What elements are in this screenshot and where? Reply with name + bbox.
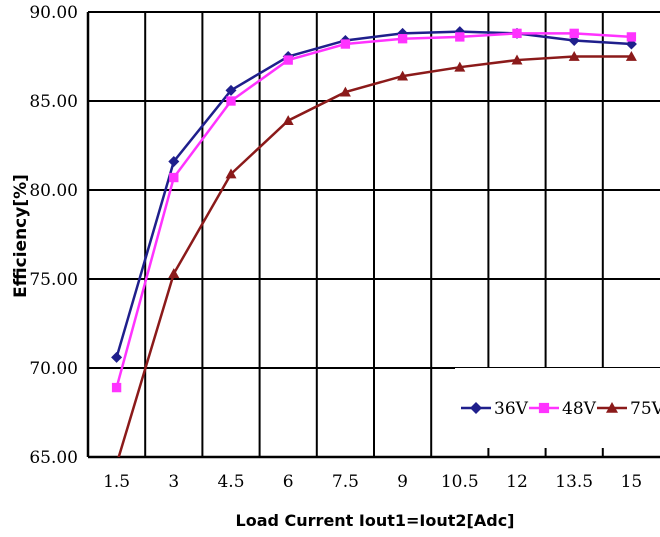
series-line xyxy=(117,55,632,457)
y-tick-label: 70.00 xyxy=(29,359,78,379)
data-point xyxy=(454,26,466,38)
data-point xyxy=(625,51,637,61)
series-line xyxy=(115,32,632,388)
x-axis-label: Load Current Iout1=Iout2[Adc] xyxy=(236,511,515,530)
data-point xyxy=(169,172,179,183)
x-tick-label: 15 xyxy=(621,472,643,492)
data-point xyxy=(568,51,580,61)
x-tick-label: 12 xyxy=(506,472,528,492)
y-tick-label: 65.00 xyxy=(29,448,78,468)
y-axis-label: Efficiency[%] xyxy=(11,174,31,298)
data-point xyxy=(282,115,294,125)
data-point xyxy=(339,86,351,97)
data-point xyxy=(168,156,180,168)
legend-label: 36V xyxy=(494,399,529,419)
data-point xyxy=(225,84,237,96)
y-tick-labels: 90.00 85.00 80.00 75.00 70.00 65.00 xyxy=(29,3,78,468)
x-tick-label: 9 xyxy=(397,472,408,492)
series-75V xyxy=(111,51,637,469)
series-48V xyxy=(111,28,637,393)
data-point xyxy=(397,70,409,81)
data-point xyxy=(397,34,408,44)
legend-marker xyxy=(606,402,618,413)
x-tick-label: 13.5 xyxy=(555,472,593,492)
legend-label: 75V xyxy=(630,399,660,419)
x-tick-label: 7.5 xyxy=(332,472,359,492)
x-tick-label: 4.5 xyxy=(217,472,244,492)
series-line xyxy=(115,30,632,358)
legend-marker xyxy=(538,402,550,414)
legend-label: 48V xyxy=(562,399,597,419)
data-point xyxy=(225,168,237,179)
data-point xyxy=(111,351,123,363)
x-tick-labels: 1.5 3 4.5 6 7.5 9 10.5 12 13.5 15 xyxy=(103,472,642,492)
data-point xyxy=(111,382,122,393)
plot-frame xyxy=(86,11,660,459)
y-tick-label: 75.00 xyxy=(29,270,78,290)
y-tick-label: 85.00 xyxy=(29,92,78,112)
data-point xyxy=(454,61,466,72)
y-tick-label: 90.00 xyxy=(29,3,78,23)
data-point xyxy=(569,28,579,39)
x-tick-label: 10.5 xyxy=(441,472,479,492)
series-clip-group xyxy=(111,26,637,469)
data-point xyxy=(226,96,236,106)
data-point xyxy=(283,55,293,65)
legend-marker xyxy=(470,402,482,414)
x-tick-label: 6 xyxy=(283,472,294,492)
series-layer xyxy=(111,26,637,469)
x-tick-label: 3 xyxy=(168,472,179,492)
data-point xyxy=(512,28,522,39)
y-tick-label: 80.00 xyxy=(29,181,78,201)
data-point xyxy=(511,54,523,65)
data-point xyxy=(626,32,637,42)
data-point xyxy=(168,268,180,279)
data-point xyxy=(340,39,351,49)
data-point xyxy=(455,32,465,42)
x-tick-label: 1.5 xyxy=(103,472,130,492)
legend: 36V 48V 75V xyxy=(455,368,660,448)
data-point xyxy=(111,459,122,469)
